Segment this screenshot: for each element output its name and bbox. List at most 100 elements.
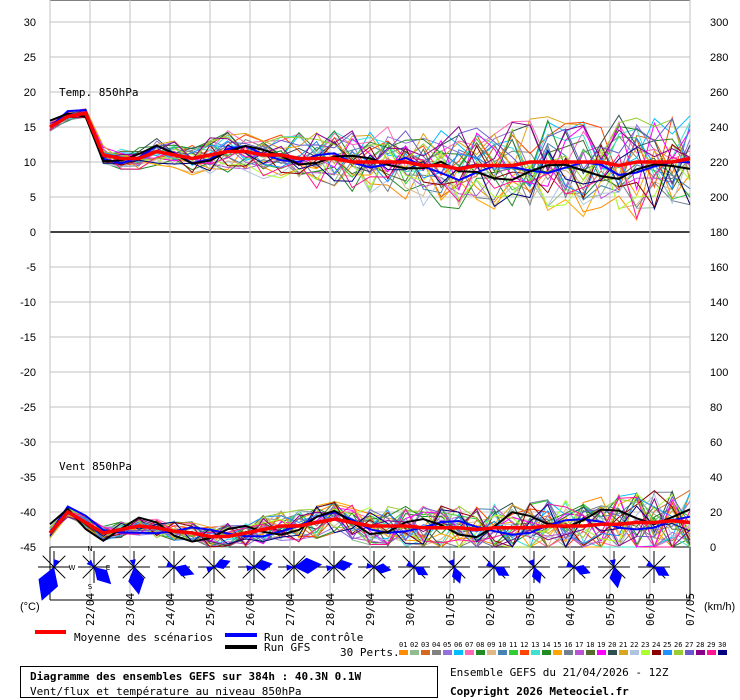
date-tick-label: 26/04 — [244, 593, 257, 626]
footer-subtitle: Vent/flux et température au niveau 850hP… — [30, 685, 302, 698]
date-tick-label: 25/04 — [204, 593, 217, 626]
temp-member-line — [49, 115, 691, 185]
right-tick-label: 60 — [710, 437, 722, 449]
rose-spoke — [122, 566, 135, 579]
rose-petal — [452, 567, 462, 584]
rose-spoke — [93, 555, 106, 568]
date-tick-label: 01/05 — [444, 593, 457, 626]
left-tick-label: -30 — [20, 437, 36, 449]
right-tick-label: 160 — [710, 262, 728, 274]
rose-spoke — [562, 566, 575, 579]
wind-rose — [398, 551, 430, 583]
date-tick-label: 22/04 — [84, 593, 97, 626]
legend-pert-id: 20 — [608, 641, 616, 649]
left-tick-label: -25 — [20, 402, 36, 414]
rose-spoke — [82, 566, 95, 579]
legend-pert-swatch — [520, 650, 529, 655]
legend-pert-id: 13 — [531, 641, 539, 649]
rose-spoke — [213, 566, 226, 579]
compass-letter-w: W — [69, 564, 76, 572]
left-tick-label: 25 — [24, 52, 36, 64]
rose-petal — [532, 567, 542, 584]
rose-spoke — [442, 566, 455, 579]
legend-pert-swatch — [410, 650, 419, 655]
wind-panel-label: Vent 850hPa — [59, 460, 132, 473]
left-tick-label: -45 — [20, 542, 36, 554]
legend-pert-id: 04 — [432, 641, 440, 649]
left-tick-label: -15 — [20, 332, 36, 344]
rose-spoke — [173, 555, 186, 568]
wind-rose — [118, 551, 150, 595]
right-tick-label: 180 — [710, 227, 728, 239]
legend-pert-swatch — [696, 650, 705, 655]
legend-pert-swatch — [641, 650, 650, 655]
rose-petal — [294, 557, 323, 574]
wind-rose — [78, 551, 112, 585]
left-unit-label: (°C) — [20, 601, 40, 613]
temp-gfs-line — [49, 112, 691, 181]
rose-spoke — [242, 555, 255, 568]
legend-pert-id: 10 — [498, 641, 506, 649]
rose-spoke — [253, 566, 266, 579]
rose-petal — [654, 566, 670, 576]
rose-spoke — [402, 566, 415, 579]
rose-petal-back — [166, 561, 174, 568]
right-tick-label: 300 — [710, 17, 728, 29]
legend-pert-swatch — [498, 650, 507, 655]
right-unit-label: (km/h) — [704, 601, 735, 613]
rose-petal — [609, 567, 622, 589]
legend-pert-id: 12 — [520, 641, 528, 649]
legend-pert-id: 01 — [399, 641, 407, 649]
footer-copyright: Copyright 2026 Meteociel.fr — [450, 685, 629, 698]
rose-spoke — [533, 555, 546, 568]
legend-pert-id: 14 — [542, 641, 550, 649]
temp-member-line — [49, 114, 691, 211]
legend-pert-id: 28 — [696, 641, 704, 649]
legend-pert-id: 02 — [410, 641, 418, 649]
rose-petal — [574, 565, 591, 575]
rose-spoke — [653, 555, 666, 568]
legend-pert-swatch — [487, 650, 496, 655]
right-tick-label: 140 — [710, 297, 728, 309]
right-tick-label: 20 — [710, 507, 722, 519]
legend-pert-id: 17 — [575, 641, 583, 649]
legend-pert-id: 27 — [685, 641, 693, 649]
temp-member-line — [49, 113, 691, 207]
right-tick-label: 260 — [710, 87, 728, 99]
legend-pert-swatch — [630, 650, 639, 655]
rose-spoke — [202, 555, 215, 568]
rose-spoke — [573, 555, 586, 568]
wind-rose — [598, 551, 630, 589]
compass-letter-n: N — [87, 545, 92, 553]
rose-spoke — [362, 555, 375, 568]
legend-gfs-label: Run GFS — [264, 641, 310, 654]
date-tick-label: 28/04 — [324, 593, 337, 626]
rose-spoke — [522, 566, 535, 579]
rose-spoke — [642, 566, 655, 579]
wind-rose — [318, 551, 353, 583]
legend-pert-swatch — [542, 650, 551, 655]
right-tick-label: 240 — [710, 122, 728, 134]
right-tick-label: 40 — [710, 472, 722, 484]
wind-rose — [198, 551, 231, 583]
rose-spoke — [613, 555, 626, 568]
legend-pert-swatch — [575, 650, 584, 655]
legend-pert-swatch — [476, 650, 485, 655]
rose-petal — [494, 566, 510, 576]
date-tick-label: 02/05 — [484, 593, 497, 626]
legend-pert-swatch — [619, 650, 628, 655]
date-tick-label: 27/04 — [284, 593, 297, 626]
legend-pert-id: 15 — [553, 641, 561, 649]
rose-petal-back — [129, 559, 136, 567]
legend-pert-id: 16 — [564, 641, 572, 649]
left-tick-label: -40 — [20, 507, 36, 519]
wind-member-line — [49, 503, 691, 549]
legend-pert-swatch — [718, 650, 727, 655]
left-tick-label: 10 — [24, 157, 36, 169]
rose-petal-back — [53, 559, 60, 567]
compass-letter-s: S — [88, 583, 93, 591]
date-tick-label: 30/04 — [404, 593, 417, 626]
legend-pert-id: 07 — [465, 641, 473, 649]
legend-pert-swatch — [674, 650, 683, 655]
legend-pert-id: 18 — [586, 641, 594, 649]
